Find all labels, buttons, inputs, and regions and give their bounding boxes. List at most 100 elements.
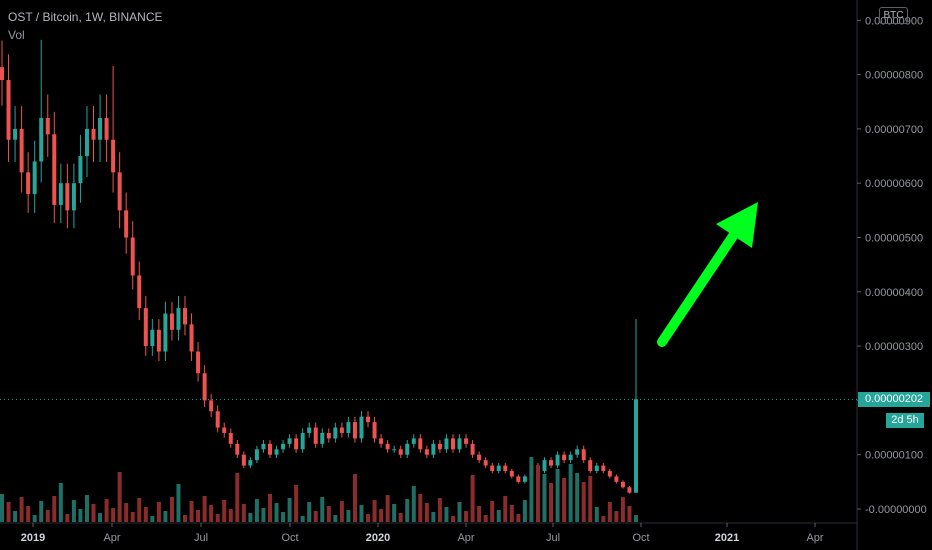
candle-body (202, 373, 207, 401)
x-tick-label: Apr (103, 532, 120, 544)
volume-bar (601, 516, 606, 522)
candle-body (320, 432, 325, 444)
volume-bar (509, 505, 514, 522)
volume-bar (137, 498, 142, 522)
volume-bar (379, 509, 384, 522)
volume-bar (163, 511, 168, 522)
candle-body (189, 324, 194, 352)
volume-bar (339, 501, 344, 522)
volume-bar (470, 475, 475, 522)
volume-bar (124, 503, 129, 522)
volume-bar (346, 510, 351, 522)
volume-label: Vol (8, 28, 25, 42)
candle-body (209, 400, 214, 412)
volume-bar (13, 511, 18, 522)
y-tick-label: -0.00000000 (865, 504, 927, 516)
volume-bar (457, 502, 462, 522)
volume-bar (444, 507, 449, 522)
volume-bar (522, 500, 527, 522)
candle-body (91, 128, 96, 140)
volume-bar (496, 510, 501, 522)
volume-bar (98, 513, 103, 522)
volume-bar (78, 509, 83, 522)
volume-bar (261, 508, 266, 522)
candle-body (581, 449, 586, 461)
candle-body (78, 156, 83, 184)
volume-bar (45, 510, 50, 522)
candle-body (588, 460, 593, 471)
candle-body (503, 465, 508, 471)
volume-bar (176, 484, 181, 522)
volume-bar (366, 514, 371, 522)
candle-body (169, 313, 174, 330)
volume-bar (405, 499, 410, 522)
candle-body (575, 449, 580, 455)
volume-bar (411, 486, 416, 522)
volume-bar (202, 496, 207, 522)
y-tick-label: 0.00000700 (865, 124, 923, 136)
volume-bar (19, 497, 24, 522)
candle-body (424, 449, 429, 455)
volume-bar (228, 509, 233, 522)
candle-body (437, 443, 442, 450)
volume-bar (516, 514, 521, 522)
volume-bar (130, 512, 135, 522)
volume-bar (215, 514, 220, 522)
candle-body (300, 432, 305, 450)
candle-body (163, 313, 168, 352)
volume-bar (359, 505, 364, 522)
candle-body (490, 465, 495, 471)
candle-body (124, 210, 129, 238)
y-tick-label: 0.00000800 (865, 70, 923, 82)
candle-body (58, 183, 63, 205)
candle-body (39, 118, 44, 162)
candle-body (254, 449, 259, 461)
candle-body (509, 470, 514, 477)
candle-body (516, 476, 521, 482)
candle-body (542, 460, 547, 471)
volume-bar (117, 472, 122, 522)
volume-bar (490, 501, 495, 522)
candle-body (32, 161, 37, 195)
y-tick-label: 0.00000600 (865, 178, 923, 190)
candle-body (45, 118, 50, 135)
candle-body (594, 465, 599, 471)
volume-bar (241, 504, 246, 522)
volume-bar (267, 494, 272, 522)
currency-badge[interactable]: BTC (879, 7, 908, 24)
volume-bar (529, 457, 534, 522)
candle-body (228, 432, 233, 444)
volume-bar (26, 506, 31, 522)
candle-body (143, 308, 148, 347)
volume-bar (143, 507, 148, 522)
candle-body (261, 443, 266, 450)
candle-body (150, 329, 155, 347)
candle-body (111, 139, 116, 173)
volume-bar (189, 501, 194, 522)
candle-body (431, 443, 436, 455)
volume-bar (392, 504, 397, 522)
candle-body (104, 118, 109, 140)
candle-body (346, 422, 351, 433)
volume-bar (313, 511, 318, 522)
volume-bar (477, 506, 482, 522)
volume-bar (614, 511, 619, 522)
volume-bar (294, 485, 299, 522)
volume-bar (320, 497, 325, 522)
candle-body (614, 476, 619, 482)
candle-body (385, 443, 390, 450)
volume-bar (91, 504, 96, 522)
candle-body (607, 470, 612, 477)
candle-body (52, 134, 57, 205)
volume-bar (6, 502, 11, 522)
candle-body (176, 308, 181, 330)
candle-body (411, 438, 416, 444)
candle-body (26, 172, 31, 195)
volume-bar (424, 503, 429, 522)
candle-body (215, 411, 220, 428)
candle-body (450, 438, 455, 450)
volume-bar (32, 515, 37, 522)
candle-body (562, 454, 567, 461)
candle-body (496, 465, 501, 471)
